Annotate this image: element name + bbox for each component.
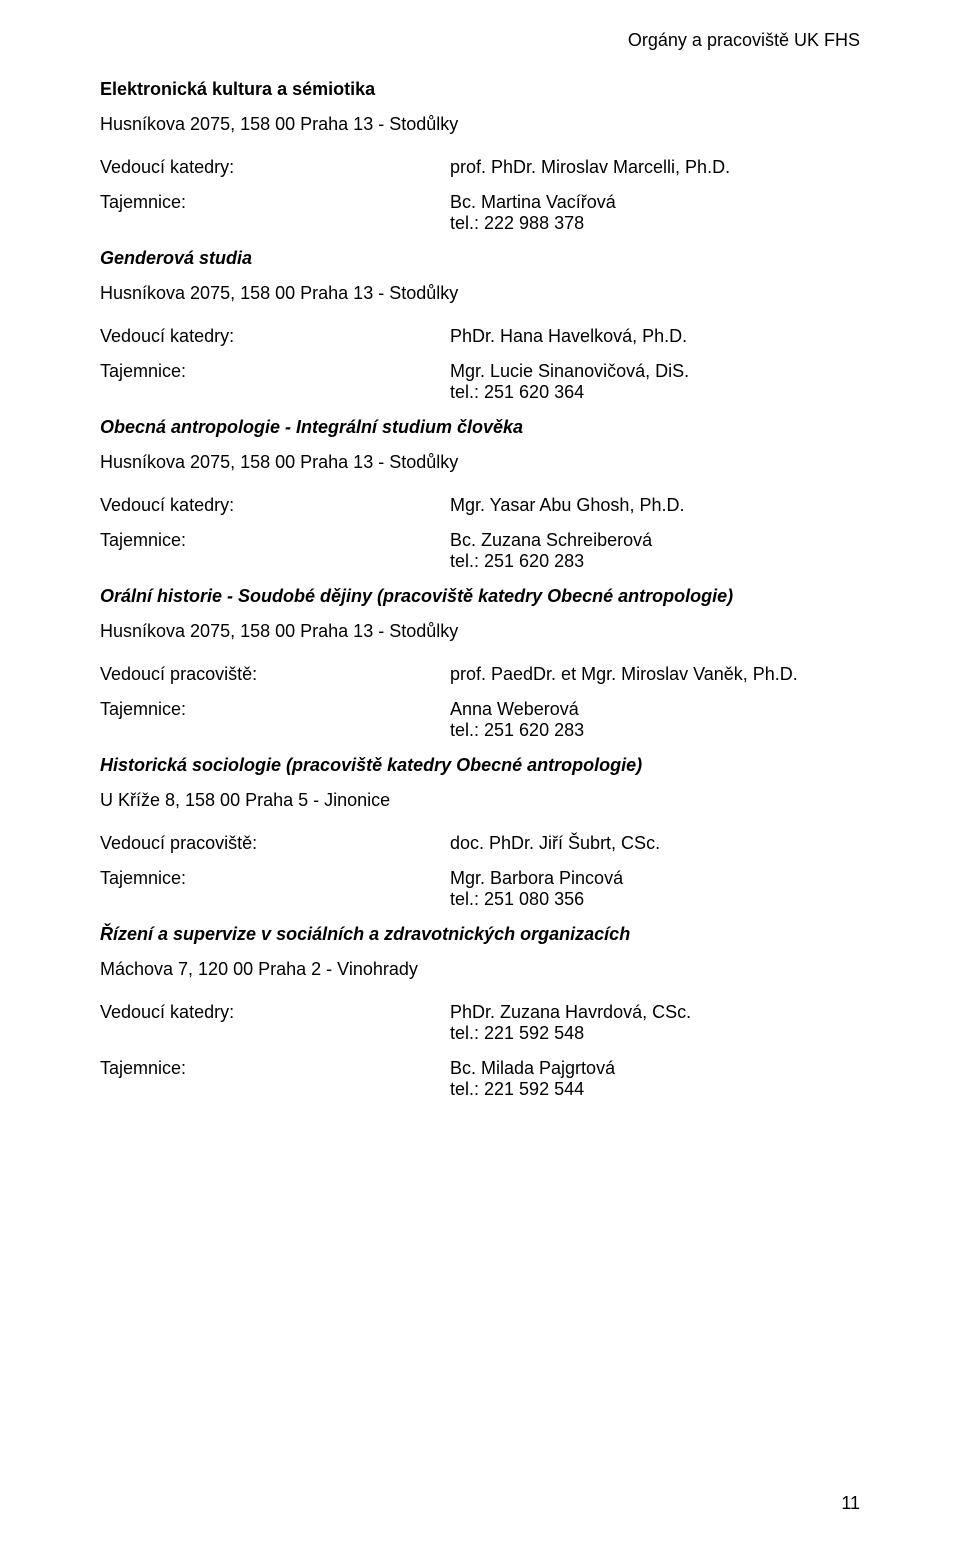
entry-value: Bc. Martina Vacířová xyxy=(450,192,616,213)
entry-value: Anna Weberová xyxy=(450,699,584,720)
entry-value-column: Bc. Milada Pajgrtovátel.: 221 592 544 xyxy=(450,1058,615,1100)
entry-value-column: Anna Weberovátel.: 251 620 283 xyxy=(450,699,584,741)
department-title: Řízení a supervize v sociálních a zdravo… xyxy=(100,924,860,945)
entry-value: Mgr. Yasar Abu Ghosh, Ph.D. xyxy=(450,495,684,516)
department-title: Obecná antropologie - Integrální studium… xyxy=(100,417,860,438)
entry-tel: tel.: 221 592 548 xyxy=(450,1023,691,1044)
entry-value: Bc. Milada Pajgrtová xyxy=(450,1058,615,1079)
department-address: U Kříže 8, 158 00 Praha 5 - Jinonice xyxy=(100,790,860,811)
entry-label: Tajemnice: xyxy=(100,192,450,234)
entry-row: Tajemnice:Anna Weberovátel.: 251 620 283 xyxy=(100,699,860,741)
entry-row: Tajemnice:Bc. Zuzana Schreiberovátel.: 2… xyxy=(100,530,860,572)
entry-label: Vedoucí katedry: xyxy=(100,157,450,178)
page-header: Orgány a pracoviště UK FHS xyxy=(100,30,860,51)
entry-value: PhDr. Zuzana Havrdová, CSc. xyxy=(450,1002,691,1023)
entry-label: Vedoucí katedry: xyxy=(100,495,450,516)
entry-value: Bc. Zuzana Schreiberová xyxy=(450,530,652,551)
entry-row: Vedoucí pracoviště:prof. PaedDr. et Mgr.… xyxy=(100,664,860,685)
entry-value-column: PhDr. Hana Havelková, Ph.D. xyxy=(450,326,687,347)
entry-label: Vedoucí pracoviště: xyxy=(100,664,450,685)
entry-value-column: prof. PhDr. Miroslav Marcelli, Ph.D. xyxy=(450,157,730,178)
department-address: Máchova 7, 120 00 Praha 2 - Vinohrady xyxy=(100,959,860,980)
entry-label: Tajemnice: xyxy=(100,699,450,741)
entry-tel: tel.: 222 988 378 xyxy=(450,213,616,234)
entry-tel: tel.: 251 080 356 xyxy=(450,889,623,910)
department-title: Orální historie - Soudobé dějiny (pracov… xyxy=(100,586,860,607)
entry-label: Tajemnice: xyxy=(100,530,450,572)
entry-tel: tel.: 251 620 283 xyxy=(450,551,652,572)
entry-value-column: Mgr. Barbora Pincovátel.: 251 080 356 xyxy=(450,868,623,910)
entry-value: doc. PhDr. Jiří Šubrt, CSc. xyxy=(450,833,660,854)
department-title: Elektronická kultura a sémiotika xyxy=(100,79,860,100)
entry-row: Tajemnice:Mgr. Barbora Pincovátel.: 251 … xyxy=(100,868,860,910)
department-address: Husníkova 2075, 158 00 Praha 13 - Stodůl… xyxy=(100,452,860,473)
entry-label: Tajemnice: xyxy=(100,868,450,910)
entry-label: Vedoucí katedry: xyxy=(100,326,450,347)
entry-value-column: prof. PaedDr. et Mgr. Miroslav Vaněk, Ph… xyxy=(450,664,798,685)
entry-value-column: Mgr. Yasar Abu Ghosh, Ph.D. xyxy=(450,495,684,516)
departments-list: Elektronická kultura a sémiotika Husníkov… xyxy=(100,79,860,1100)
entry-tel: tel.: 251 620 283 xyxy=(450,720,584,741)
entry-value-column: Mgr. Lucie Sinanovičová, DiS.tel.: 251 6… xyxy=(450,361,689,403)
entry-row: Tajemnice:Mgr. Lucie Sinanovičová, DiS.t… xyxy=(100,361,860,403)
page-number: 11 xyxy=(841,1493,860,1514)
department-title: Historická sociologie (pracoviště katedr… xyxy=(100,755,860,776)
entry-row: Vedoucí katedry:Mgr. Yasar Abu Ghosh, Ph… xyxy=(100,495,860,516)
entry-row: Vedoucí katedry:prof. PhDr. Miroslav Mar… xyxy=(100,157,860,178)
department-address: Husníkova 2075, 158 00 Praha 13 - Stodůl… xyxy=(100,114,860,135)
entry-label: Vedoucí pracoviště: xyxy=(100,833,450,854)
entry-label: Tajemnice: xyxy=(100,1058,450,1100)
entry-tel: tel.: 251 620 364 xyxy=(450,382,689,403)
department-address: Husníkova 2075, 158 00 Praha 13 - Stodůl… xyxy=(100,283,860,304)
entry-value-column: Bc. Zuzana Schreiberovátel.: 251 620 283 xyxy=(450,530,652,572)
entry-value-column: PhDr. Zuzana Havrdová, CSc.tel.: 221 592… xyxy=(450,1002,691,1044)
entry-row: Tajemnice:Bc. Milada Pajgrtovátel.: 221 … xyxy=(100,1058,860,1100)
entry-value: prof. PhDr. Miroslav Marcelli, Ph.D. xyxy=(450,157,730,178)
entry-row: Vedoucí katedry:PhDr. Zuzana Havrdová, C… xyxy=(100,1002,860,1044)
entry-value: Mgr. Barbora Pincová xyxy=(450,868,623,889)
entry-value: prof. PaedDr. et Mgr. Miroslav Vaněk, Ph… xyxy=(450,664,798,685)
entry-value-column: Bc. Martina Vacířovátel.: 222 988 378 xyxy=(450,192,616,234)
entry-row: Tajemnice:Bc. Martina Vacířovátel.: 222 … xyxy=(100,192,860,234)
entry-row: Vedoucí katedry:PhDr. Hana Havelková, Ph… xyxy=(100,326,860,347)
entry-value-column: doc. PhDr. Jiří Šubrt, CSc. xyxy=(450,833,660,854)
entry-label: Vedoucí katedry: xyxy=(100,1002,450,1044)
entry-row: Vedoucí pracoviště:doc. PhDr. Jiří Šubrt… xyxy=(100,833,860,854)
entry-tel: tel.: 221 592 544 xyxy=(450,1079,615,1100)
department-title: Genderová studia xyxy=(100,248,860,269)
entry-value: PhDr. Hana Havelková, Ph.D. xyxy=(450,326,687,347)
entry-label: Tajemnice: xyxy=(100,361,450,403)
entry-value: Mgr. Lucie Sinanovičová, DiS. xyxy=(450,361,689,382)
department-address: Husníkova 2075, 158 00 Praha 13 - Stodůl… xyxy=(100,621,860,642)
